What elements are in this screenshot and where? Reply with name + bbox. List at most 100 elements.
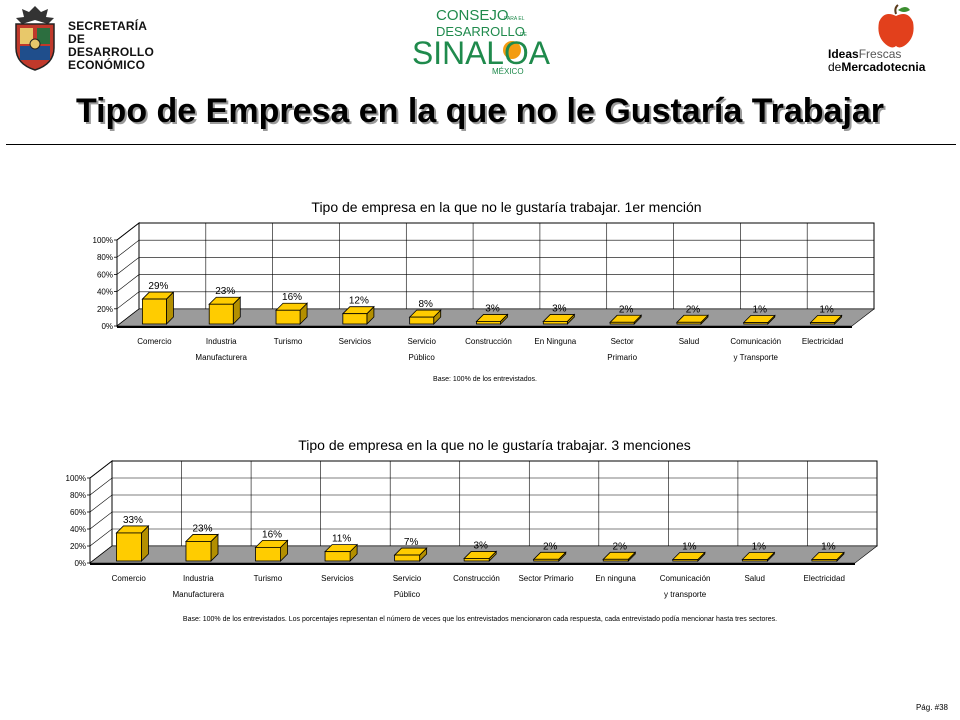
bar <box>602 558 629 562</box>
y-tick-label: 0% <box>74 559 86 568</box>
category-label: Servicios <box>339 337 371 346</box>
y-tick-label: 20% <box>97 305 113 314</box>
category-label: Servicios <box>321 574 353 583</box>
bar <box>533 558 560 562</box>
bar <box>463 558 490 562</box>
chart-back-wall <box>111 460 878 547</box>
bar <box>208 303 234 325</box>
category-label: y Transporte <box>734 353 779 362</box>
codesin-line2: DESARROLLO <box>436 24 525 39</box>
data-label: 2% <box>543 541 558 552</box>
codesin-line4: MÉXICO <box>492 67 524 76</box>
category-label: Primario <box>607 353 637 362</box>
chart-base-note: Base: 100% de los entrevistados. Los por… <box>183 616 777 623</box>
chart-tres-menciones: Tipo de empresa en la que no le gustaría… <box>66 437 878 623</box>
data-label: 16% <box>262 529 282 540</box>
chart-side-wall <box>89 459 113 565</box>
category-label: Electricidad <box>802 337 843 346</box>
apple-icon <box>878 4 914 48</box>
chart-title: Tipo de empresa en la que no le gustaría… <box>311 199 701 215</box>
de-word: de <box>828 60 842 74</box>
data-label: 1% <box>821 542 836 553</box>
category-label: Turismo <box>274 337 303 346</box>
codesin-line1-small: PARA EL <box>504 16 525 22</box>
data-label: 8% <box>418 299 433 310</box>
bar <box>609 321 635 325</box>
bar <box>185 541 212 562</box>
data-label: 2% <box>686 304 701 315</box>
sde-logo-line: ECONÓMICO <box>68 58 146 72</box>
gridline <box>89 528 877 547</box>
sinaloa-seal-icon <box>15 6 55 71</box>
category-label: Sector Primario <box>518 574 574 583</box>
chart-back-wall <box>138 222 875 310</box>
category-label: y transporte <box>664 590 707 599</box>
codesin-line3: SINALOA <box>412 35 551 71</box>
bar <box>542 321 568 325</box>
category-label: Turismo <box>254 574 283 583</box>
page-number: Pág. #38 <box>915 703 948 712</box>
chart-side-wall <box>116 221 140 328</box>
bar <box>811 559 838 562</box>
data-label: 12% <box>349 296 369 307</box>
data-label: 1% <box>682 542 697 553</box>
sde-logo: SECRETARÍA DE DESARROLLO ECONÓMICO <box>8 4 168 74</box>
category-label: Comercio <box>137 337 172 346</box>
bar <box>324 551 351 562</box>
data-label: 23% <box>215 286 235 297</box>
category-label: Salud <box>679 337 699 346</box>
category-label: Construcción <box>465 337 512 346</box>
y-tick-label: 80% <box>70 491 86 500</box>
data-label: 1% <box>819 305 834 316</box>
sde-logo-line: DE DESARROLLO <box>68 32 154 59</box>
data-label: 2% <box>619 304 634 315</box>
category-label: En ninguna <box>595 574 636 583</box>
category-label: Salud <box>744 574 764 583</box>
y-tick-label: 100% <box>66 474 86 483</box>
sde-logo-line: SECRETARÍA <box>68 19 148 33</box>
chart-title: Tipo de empresa en la que no le gustaría… <box>298 437 691 453</box>
chart-primera-mencion: Tipo de empresa en la que no le gustaría… <box>93 199 875 383</box>
data-label: 11% <box>332 534 351 545</box>
title-divider <box>6 144 956 145</box>
category-label: En Ninguna <box>534 337 576 346</box>
data-label: 33% <box>123 515 143 526</box>
bar <box>255 547 281 562</box>
category-label: Industria <box>183 574 214 583</box>
frescas-word: Frescas <box>858 47 902 61</box>
data-label: 1% <box>752 542 767 553</box>
gridline <box>116 239 874 258</box>
category-label: Electricidad <box>804 574 845 583</box>
codesin-line2-small: DE <box>520 32 528 38</box>
data-label: 23% <box>192 523 212 534</box>
bar <box>394 554 421 562</box>
y-tick-label: 60% <box>70 508 86 517</box>
bar <box>409 316 435 325</box>
codesin-line1: CONSEJO <box>436 7 509 24</box>
chart-floor-edge <box>117 326 852 328</box>
bar <box>810 322 836 325</box>
data-label: 3% <box>485 303 500 314</box>
category-label: Comunicación <box>660 574 711 583</box>
y-tick-label: 0% <box>101 322 113 331</box>
bar <box>743 322 769 325</box>
gridline <box>89 477 877 496</box>
codesin-logo: CONSEJO PARA EL DESARROLLO DE SINALOA MÉ… <box>412 7 551 76</box>
data-label: 1% <box>753 305 768 316</box>
y-tick-label: 80% <box>97 253 113 262</box>
bar <box>141 298 167 325</box>
bar <box>342 313 368 325</box>
gridline <box>116 274 874 292</box>
y-tick-label: 40% <box>70 525 86 534</box>
bar <box>676 321 702 325</box>
category-label: Comercio <box>112 574 147 583</box>
category-label: Industria <box>206 337 237 346</box>
data-label: 16% <box>282 292 302 303</box>
category-label: Comunicación <box>730 337 781 346</box>
gridline <box>116 222 874 241</box>
bar <box>476 321 501 325</box>
mercadotecnia-word: Mercadotecnia <box>841 60 926 74</box>
chart-base-note: Base: 100% de los entrevistados. <box>433 376 537 383</box>
category-label: Servicio <box>393 574 422 583</box>
data-label: 7% <box>404 537 419 548</box>
